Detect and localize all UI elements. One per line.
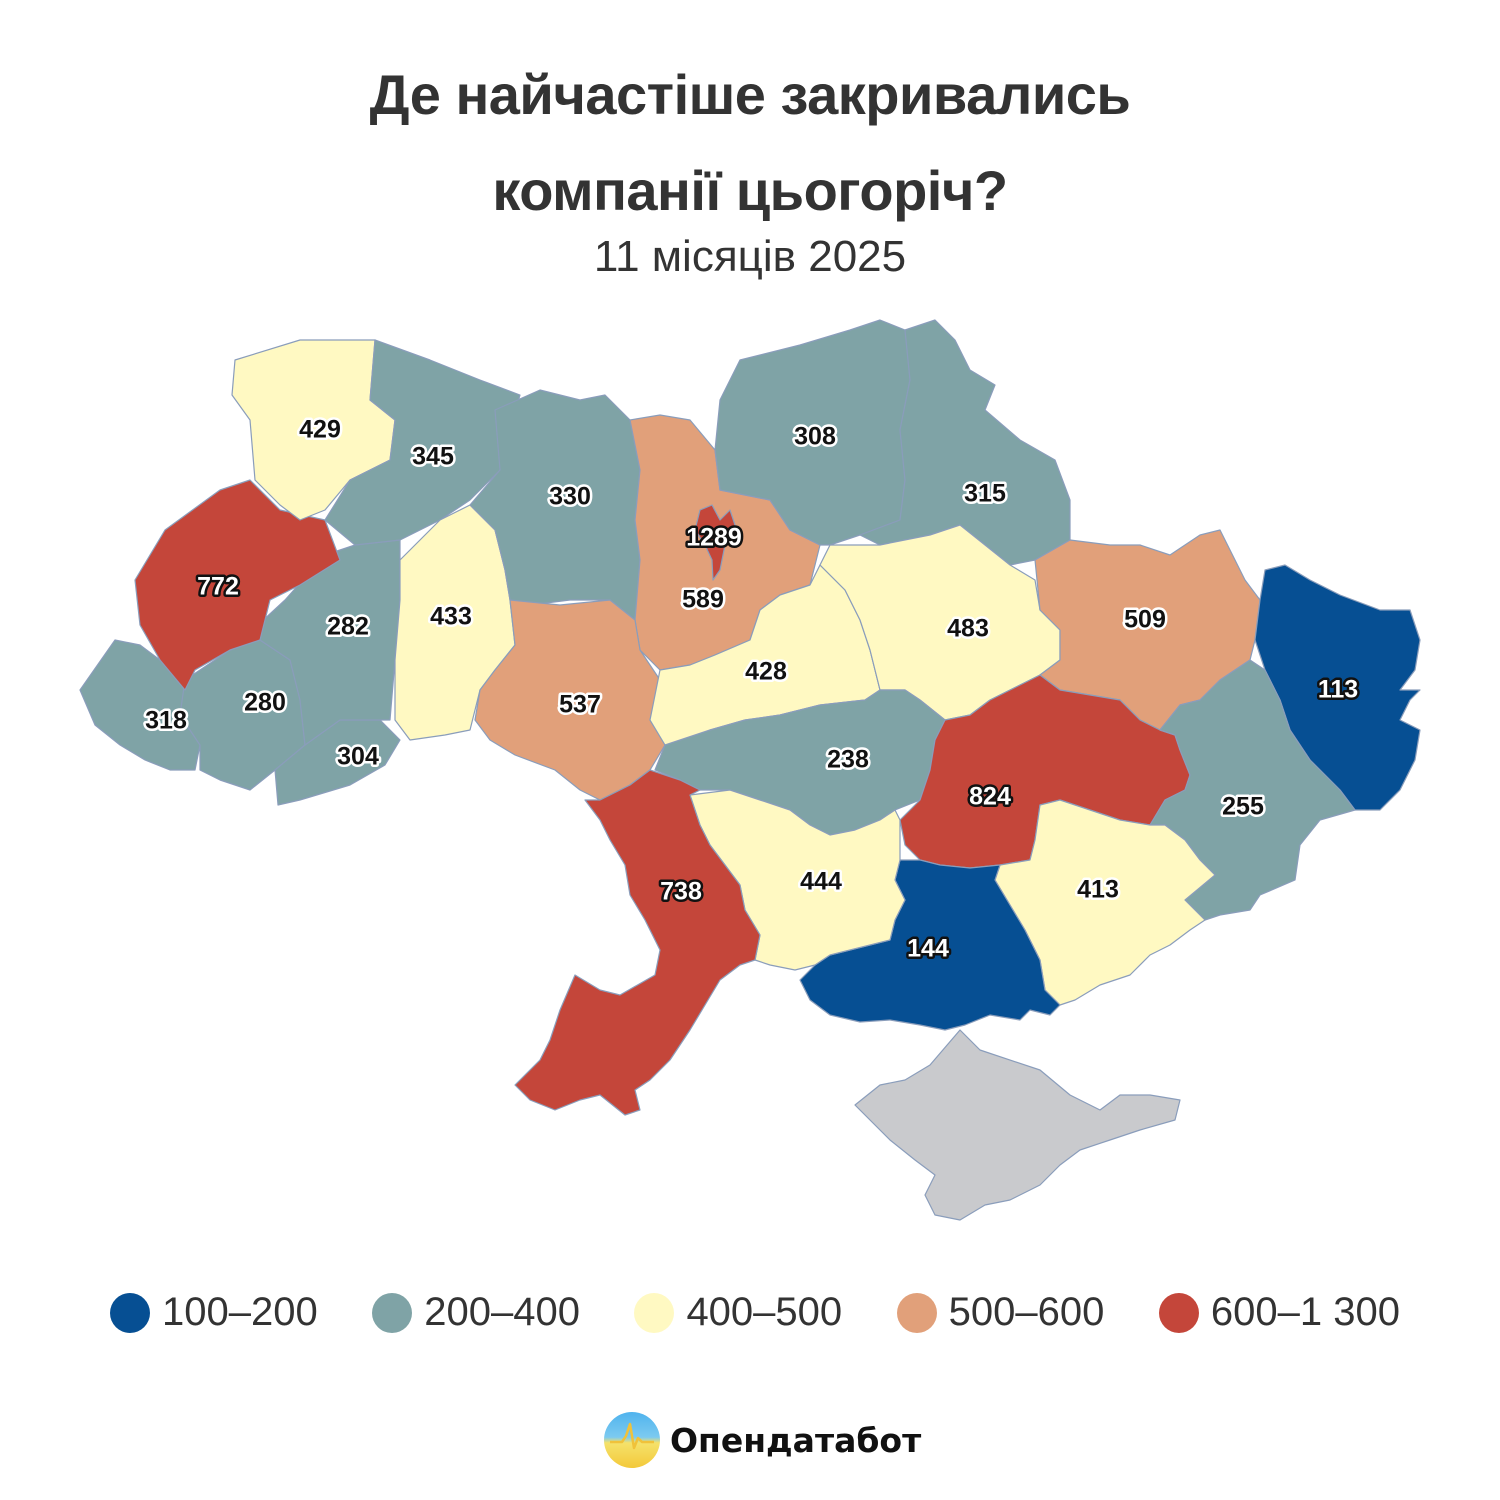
brand: Опендатабот [604,1412,921,1468]
label-poltava: 483 [947,615,989,643]
legend-item-400-500[interactable]: 400–500 [634,1290,842,1335]
label-odesa: 738 [660,878,702,906]
label-kirovohrad: 238 [827,746,869,774]
region-sumy[interactable] [859,319,1071,566]
legend-item-100-200[interactable]: 100–200 [110,1290,318,1335]
region-rivne[interactable] [324,339,521,546]
label-kherson: 144 [907,935,949,963]
label-kyiv-city: 1289 [686,524,742,552]
label-zakarpattia: 318 [145,707,187,735]
brand-name: Опендатабот [670,1420,922,1460]
page-title-line-2: компанії цьогоріч? [492,159,1008,222]
label-chernivtsi: 304 [337,743,379,771]
label-donetsk: 255 [1222,793,1264,821]
legend-label: 400–500 [686,1290,843,1334]
page-title-line-1: Де найчастіше закривались [369,63,1131,126]
legend-item-600-1300[interactable]: 600–1 300 [1158,1290,1400,1335]
legend-swatch-teal-gray [372,1292,413,1333]
label-vinnytsia: 537 [559,691,601,719]
legend-swatch-red [1158,1292,1199,1333]
page-subtitle: 11 місяців 2025 [593,232,907,281]
label-kyiv-oblast: 589 [682,586,724,614]
label-rivne: 345 [412,443,454,471]
legend-swatch-dark-blue [110,1292,150,1333]
legend-label: 500–600 [948,1290,1105,1334]
region-donetsk[interactable] [1149,659,1356,921]
label-ternopil: 282 [327,613,369,641]
legend-swatch-light-yellow [634,1292,675,1333]
region-odesa[interactable] [514,769,761,1116]
legend-item-200-400[interactable]: 200–400 [372,1290,580,1335]
legend-label: 100–200 [162,1290,318,1334]
label-kharkiv: 509 [1124,606,1166,634]
label-khmelnytskyi: 433 [430,603,472,631]
label-dnipropetrovsk: 824 [969,783,1011,811]
region-lviv[interactable] [134,479,341,691]
label-lviv: 772 [197,573,239,601]
label-zaporizhzhia: 413 [1077,876,1119,904]
label-sumy: 315 [964,480,1006,508]
region-kyiv-city[interactable] [694,504,736,581]
label-chernihiv: 308 [794,423,836,451]
label-ivano-frankivsk: 280 [244,689,286,717]
label-luhansk: 113 [1318,676,1358,704]
map-legend: 100–200 200–400 400–500 500–600 600–1 30… [110,1290,1400,1335]
legend-item-500-600[interactable]: 500–600 [896,1290,1105,1335]
legend-label: 600–1 300 [1210,1290,1400,1334]
label-mykolaiv: 444 [800,868,842,896]
legend-swatch-peach [896,1292,937,1333]
region-crimea[interactable] [854,1029,1181,1221]
legend-label: 200–400 [424,1290,580,1334]
label-cherkasy: 428 [745,658,787,686]
label-volyn: 429 [299,416,341,444]
label-zhytomyr: 330 [549,483,591,511]
opendatabot-logo-icon [604,1412,660,1468]
